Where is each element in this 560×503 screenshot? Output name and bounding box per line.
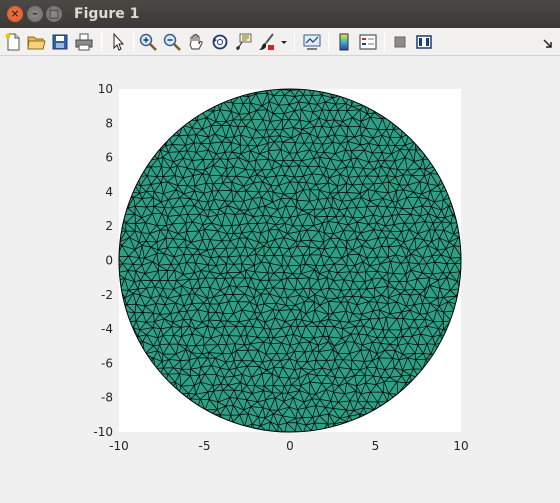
y-tick-label: -10 bbox=[93, 425, 113, 439]
brush-dropdown-button[interactable] bbox=[279, 32, 289, 52]
y-tick-label: -2 bbox=[101, 288, 113, 302]
show-plot-tools-button[interactable] bbox=[414, 32, 434, 52]
y-tick-label: -6 bbox=[101, 356, 113, 370]
open-file-icon bbox=[27, 36, 46, 50]
new-figure-button[interactable] bbox=[3, 32, 23, 52]
save-button[interactable] bbox=[50, 32, 70, 52]
colorbar-button[interactable] bbox=[334, 32, 354, 52]
legend-icon bbox=[359, 34, 377, 50]
x-tick-label: -5 bbox=[199, 439, 211, 453]
hide-plot-tools-icon bbox=[394, 36, 406, 48]
y-tick-label: -4 bbox=[101, 322, 113, 336]
link-plot-button[interactable] bbox=[302, 32, 322, 52]
minimize-button[interactable]: – bbox=[27, 6, 43, 22]
brush-dropdown-icon bbox=[281, 41, 287, 44]
pointer-button[interactable] bbox=[108, 32, 128, 52]
show-plot-tools-icon bbox=[416, 35, 432, 49]
save-icon bbox=[52, 34, 68, 50]
link-plot-icon bbox=[303, 34, 321, 50]
dock-button[interactable] bbox=[540, 32, 556, 52]
window-title: Figure 1 bbox=[74, 6, 140, 22]
maximize-icon: □ bbox=[48, 7, 60, 20]
y-tick-label: 0 bbox=[105, 254, 113, 268]
zoom-in-icon bbox=[139, 33, 157, 51]
zoom-out-button[interactable] bbox=[162, 32, 182, 52]
zoom-in-button[interactable] bbox=[138, 32, 158, 52]
pointer-icon bbox=[113, 32, 125, 51]
new-figure-icon bbox=[5, 33, 20, 51]
open-file-button[interactable] bbox=[26, 32, 46, 52]
mesh-boundary bbox=[118, 88, 462, 433]
title-bar[interactable]: × – □ Figure 1 bbox=[0, 0, 560, 28]
y-tick-label: 10 bbox=[98, 82, 113, 96]
colorbar-icon bbox=[339, 33, 349, 51]
figure-toolbar bbox=[0, 28, 560, 56]
pan-button[interactable] bbox=[186, 32, 206, 52]
x-tick-label: 5 bbox=[372, 439, 380, 453]
rotate-3d-icon bbox=[212, 34, 228, 50]
maximize-button[interactable]: □ bbox=[46, 6, 62, 22]
legend-button[interactable] bbox=[358, 32, 378, 52]
mesh-plot: -10 -5 0 5 10 -10 -8 -6 -4 -2 0 2 4 6 8 10 bbox=[93, 82, 468, 453]
pan-hand-icon bbox=[189, 34, 203, 50]
x-tick-label: -10 bbox=[109, 439, 129, 453]
print-icon bbox=[75, 33, 93, 51]
x-tick-label: 10 bbox=[453, 439, 468, 453]
print-button[interactable] bbox=[74, 32, 94, 52]
figure-canvas: -10 -5 0 5 10 -10 -8 -6 -4 -2 0 2 4 6 8 10 bbox=[0, 57, 560, 503]
data-cursor-icon bbox=[236, 33, 252, 51]
y-tick-label: 8 bbox=[105, 116, 113, 130]
y-tick-label: 2 bbox=[105, 219, 113, 233]
close-icon: × bbox=[10, 7, 20, 20]
rotate-3d-button[interactable] bbox=[210, 32, 230, 52]
x-tick-label: 0 bbox=[286, 439, 294, 453]
brush-icon bbox=[259, 33, 274, 50]
close-button[interactable]: × bbox=[7, 6, 23, 22]
minimize-icon: – bbox=[32, 7, 38, 20]
data-cursor-button[interactable] bbox=[234, 32, 254, 52]
dock-arrow-icon bbox=[543, 39, 552, 48]
y-tick-label: -8 bbox=[101, 391, 113, 405]
brush-button[interactable] bbox=[257, 32, 277, 52]
zoom-out-icon bbox=[163, 33, 181, 51]
y-tick-label: 4 bbox=[105, 185, 113, 199]
y-tick-label: 6 bbox=[105, 151, 113, 165]
hide-plot-tools-button[interactable] bbox=[390, 32, 410, 52]
